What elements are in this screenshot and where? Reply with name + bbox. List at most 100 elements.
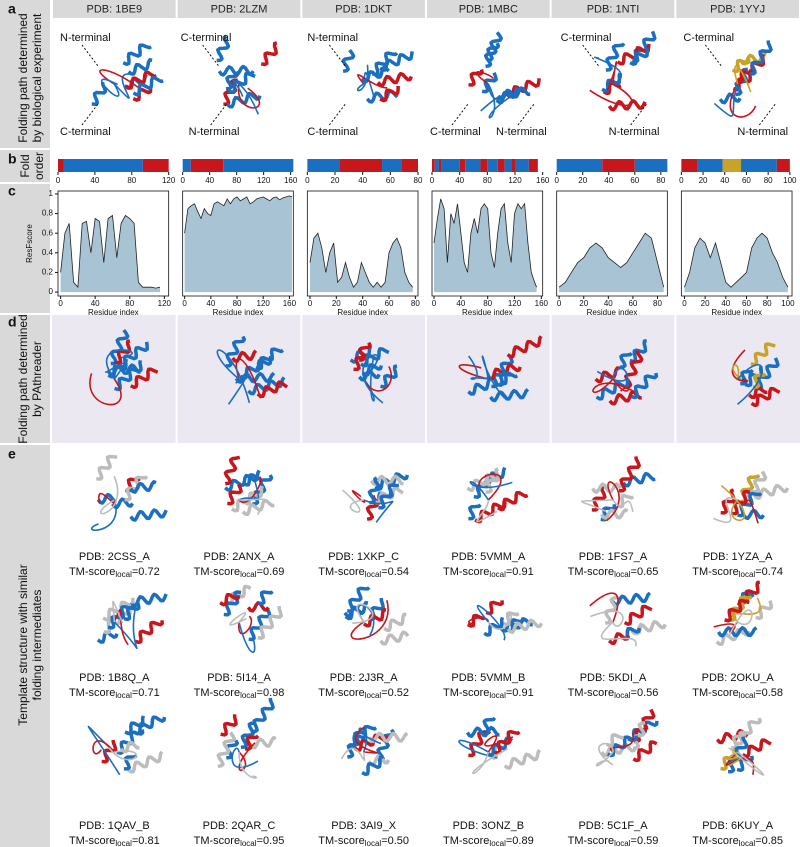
x-tick-label: 80 — [763, 299, 772, 308]
template-pdb: PDB: 2OKU_A — [702, 672, 775, 684]
helix — [731, 58, 751, 74]
loop — [357, 73, 388, 89]
template-pdb: PDB: 5C1F_A — [578, 820, 648, 832]
template-score: TM-scorelocal=0.58 — [692, 687, 783, 700]
template-pdb: PDB: 5I14_A — [207, 672, 271, 684]
score-value: =0.71 — [132, 687, 160, 699]
score-value: =0.98 — [257, 687, 285, 699]
column-header — [427, 0, 550, 18]
loop — [612, 499, 634, 512]
x-tick-label: 60 — [630, 176, 639, 185]
protein-structure — [466, 600, 543, 641]
helix — [101, 739, 118, 764]
protein-structure — [216, 697, 277, 779]
template-score: TM-scorelocal=0.71 — [69, 687, 160, 700]
loop — [90, 499, 117, 532]
protein-structure — [589, 30, 657, 112]
loop — [238, 751, 258, 779]
protein-structure — [343, 586, 410, 646]
template-score: TM-scorelocal=0.98 — [194, 687, 285, 700]
loop — [358, 727, 382, 753]
protein-structure — [341, 472, 410, 523]
score-label: TM-score — [443, 835, 489, 847]
column-header — [53, 0, 176, 18]
helix — [127, 58, 153, 76]
column-header — [676, 0, 800, 18]
score-area — [434, 198, 537, 293]
helix — [741, 738, 772, 759]
loop — [606, 61, 618, 91]
fold-segment — [528, 159, 538, 172]
loop — [598, 742, 614, 766]
helix — [485, 600, 504, 616]
x-tick-label: 80 — [414, 176, 423, 185]
loop — [484, 735, 514, 753]
protein-structure — [91, 43, 164, 106]
protein-structure — [713, 580, 774, 646]
x-tick-label: 20 — [331, 176, 340, 185]
template-score: TM-scorelocal=0.91 — [443, 566, 534, 579]
label-strip — [0, 150, 50, 182]
x-tick-label: 40 — [455, 176, 464, 185]
loop — [732, 364, 743, 381]
fold-segment — [382, 159, 402, 172]
loop — [487, 614, 512, 630]
helix — [629, 48, 650, 66]
helix — [494, 729, 521, 755]
x-tick-label: 80 — [656, 176, 665, 185]
loop — [238, 621, 256, 654]
loop — [596, 367, 628, 382]
fold-segment — [223, 159, 294, 172]
fold-segment — [339, 159, 383, 172]
x-tick-label: 80 — [411, 299, 420, 308]
loop — [105, 349, 133, 380]
helix — [260, 41, 278, 67]
helix — [249, 735, 277, 750]
loop — [113, 73, 133, 99]
score-label: TM-score — [692, 687, 738, 699]
fold-segment — [511, 159, 516, 172]
x-tick-label: 40 — [604, 176, 613, 185]
x-tick-label: 0 — [557, 299, 562, 308]
x-tick-label: 80 — [233, 299, 242, 308]
template-pdb: PDB: 1XKP_C — [328, 551, 399, 563]
column-header — [177, 0, 301, 18]
template-score: TM-scorelocal=0.81 — [69, 835, 160, 847]
score-subscript: local — [614, 691, 631, 700]
helix — [717, 626, 758, 638]
x-tick-label: 160 — [284, 176, 298, 185]
helix — [367, 476, 382, 505]
loop — [113, 606, 138, 650]
x-tick-label: 80 — [483, 299, 492, 308]
x-tick-label: 0 — [432, 299, 437, 308]
x-tick-label: 60 — [386, 176, 395, 185]
fold-segment — [556, 159, 603, 172]
terminal-label: N-terminal — [307, 32, 358, 44]
template-score: TM-scorelocal=0.95 — [194, 835, 285, 847]
helix — [246, 601, 270, 613]
helix — [632, 740, 658, 763]
helix — [132, 715, 167, 736]
helix — [367, 731, 409, 744]
helix — [499, 617, 533, 633]
score-value: =0.54 — [381, 566, 409, 578]
x-tick-label: 40 — [720, 176, 729, 185]
helix — [129, 480, 157, 494]
protein-structure — [468, 31, 541, 119]
helix — [631, 721, 646, 751]
template-pdb: PDB: 1B8Q_A — [79, 672, 150, 684]
x-axis-label: Residue index — [337, 308, 388, 317]
score-value: =0.95 — [257, 835, 285, 847]
helix — [353, 733, 389, 752]
x-tick-label: 40 — [206, 299, 215, 308]
helix — [748, 386, 768, 400]
helix — [251, 697, 275, 734]
fold-segment — [722, 159, 742, 172]
terminal-label: C-terminal — [683, 32, 734, 44]
loop — [580, 499, 614, 512]
helix — [497, 490, 529, 512]
loop — [726, 751, 742, 767]
score-value: =0.52 — [381, 687, 409, 699]
x-tick-label: 40 — [456, 299, 465, 308]
score-line — [60, 214, 161, 289]
